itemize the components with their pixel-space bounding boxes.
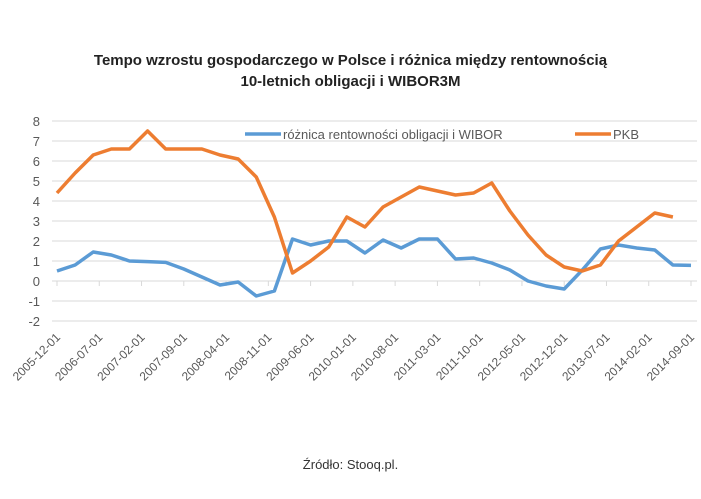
y-tick-label: -1 (28, 294, 40, 309)
chart-title-line1: Tempo wzrostu gospodarczego w Polsce i r… (93, 52, 608, 69)
y-tick-label: 0 (33, 274, 40, 289)
y-tick-label: 1 (33, 254, 40, 269)
y-tick-label: 3 (33, 214, 40, 229)
line-chart: -2-10123456782005-12-012006-07-012007-02… (10, 114, 698, 384)
y-tick-label: 2 (33, 234, 40, 249)
series-line-0 (56, 237, 692, 298)
legend-label: różnica rentowności obligacji i WIBOR (283, 127, 503, 142)
chart-title-line2: 10-letnich obligacji i WIBOR3M (240, 73, 461, 90)
y-tick-label: 7 (33, 134, 40, 149)
y-tick-label: 4 (33, 194, 40, 209)
y-tick-label: 6 (33, 154, 40, 169)
y-tick-label: 8 (33, 114, 40, 129)
y-tick-label: 5 (33, 174, 40, 189)
legend-label: PKB (613, 127, 639, 142)
y-tick-label: -2 (28, 314, 40, 329)
source-note: Źródło: Stooq.pl. (302, 457, 399, 472)
